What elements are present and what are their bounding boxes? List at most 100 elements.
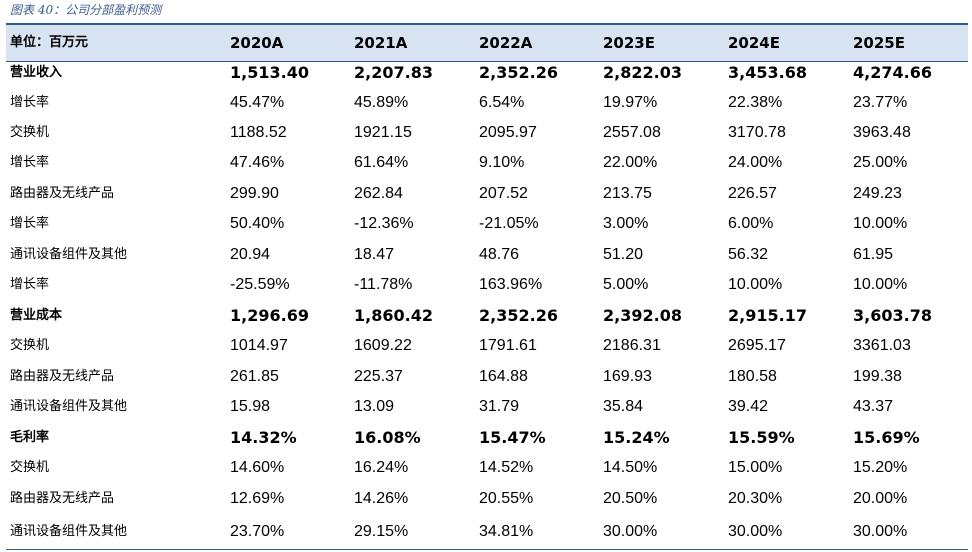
header-year-2020a: 2020A bbox=[230, 34, 284, 52]
row-label: 路由器及无线产品 bbox=[10, 186, 115, 201]
table-cell: 1014.97 bbox=[230, 337, 288, 354]
table-cell: 3.00% bbox=[603, 215, 649, 232]
table-cell: 22.38% bbox=[728, 94, 783, 111]
table-cell: 6.54% bbox=[479, 94, 525, 111]
header-year-2025e: 2025E bbox=[853, 34, 905, 52]
table-cell: 15.59% bbox=[728, 428, 795, 447]
table-cell: 1,513.40 bbox=[230, 63, 309, 82]
table-cell: 61.95 bbox=[853, 246, 894, 263]
table-cell: 19.97% bbox=[603, 94, 658, 111]
table-cell: -11.78% bbox=[354, 276, 413, 293]
table-header-row: 单位：百万元 2020A 2021A 2022A 2023E 2024E 202… bbox=[0, 28, 972, 58]
table-cell: 35.84 bbox=[603, 398, 644, 415]
table-row: 增长率 50.40% -12.36% -21.05% 3.00% 6.00% 10.00% bbox=[0, 209, 972, 239]
table-cell: 2,352.26 bbox=[479, 306, 558, 325]
row-label: 营业成本 bbox=[10, 308, 63, 323]
table-header-band bbox=[6, 25, 968, 62]
table-cell: 15.00% bbox=[728, 459, 783, 476]
table-cell: 20.55% bbox=[479, 490, 534, 507]
row-label: 路由器及无线产品 bbox=[10, 369, 115, 384]
table-cell: 164.88 bbox=[479, 368, 528, 385]
table-cell: 61.64% bbox=[354, 154, 409, 171]
row-label: 交换机 bbox=[10, 338, 50, 353]
table-cell: 10.00% bbox=[853, 276, 908, 293]
table-row: 毛利率 14.32% 16.08% 15.47% 15.24% 15.59% 15.69% bbox=[0, 423, 972, 453]
table-cell: 2095.97 bbox=[479, 124, 537, 141]
table-cell: 1791.61 bbox=[479, 337, 537, 354]
table-cell: 13.09 bbox=[354, 398, 395, 415]
row-label: 通讯设备组件及其他 bbox=[10, 247, 128, 262]
table-cell: 2,822.03 bbox=[603, 63, 682, 82]
table-cell: 1,296.69 bbox=[230, 306, 309, 325]
table-cell: 20.50% bbox=[603, 490, 658, 507]
table-cell: 29.15% bbox=[354, 523, 409, 540]
table-caption: 图表 40：公司分部盈利预测 bbox=[10, 3, 162, 17]
table-cell: 16.24% bbox=[354, 459, 409, 476]
header-year-2021a: 2021A bbox=[354, 34, 408, 52]
table-cell: -25.59% bbox=[230, 276, 290, 293]
table-cell: 31.79 bbox=[479, 398, 520, 415]
table-cell: 3,603.78 bbox=[853, 306, 932, 325]
table-cell: 30.00% bbox=[853, 523, 908, 540]
table-cell: 15.69% bbox=[853, 428, 920, 447]
table-cell: 180.58 bbox=[728, 368, 777, 385]
table-cell: 51.20 bbox=[603, 246, 644, 263]
header-unit-label: 单位：百万元 bbox=[10, 35, 89, 50]
table-cell: 3170.78 bbox=[728, 124, 786, 141]
table-row: 路由器及无线产品 12.69% 14.26% 20.55% 20.50% 20.30% 20… bbox=[0, 484, 972, 514]
table-cell: 34.81% bbox=[479, 523, 534, 540]
table-cell: -21.05% bbox=[479, 215, 539, 232]
table-cell: 2,352.26 bbox=[479, 63, 558, 82]
row-label: 交换机 bbox=[10, 460, 50, 475]
table-cell: 3361.03 bbox=[853, 337, 911, 354]
table-cell: 5.00% bbox=[603, 276, 649, 293]
table-cell: 15.20% bbox=[853, 459, 908, 476]
table-cell: 226.57 bbox=[728, 185, 777, 202]
row-label: 交换机 bbox=[10, 125, 50, 140]
table-cell: 25.00% bbox=[853, 154, 908, 171]
table-cell: 23.77% bbox=[853, 94, 908, 111]
table-cell: 10.00% bbox=[728, 276, 783, 293]
table-cell: 261.85 bbox=[230, 368, 279, 385]
table-cell: 50.40% bbox=[230, 215, 285, 232]
table-cell: 249.23 bbox=[853, 185, 902, 202]
header-year-2024e: 2024E bbox=[728, 34, 780, 52]
table-bottom-rule bbox=[6, 549, 968, 550]
table-cell: 39.42 bbox=[728, 398, 769, 415]
row-label: 增长率 bbox=[10, 216, 50, 231]
table-cell: 10.00% bbox=[853, 215, 908, 232]
row-label: 营业收入 bbox=[10, 65, 63, 80]
table-cell: 225.37 bbox=[354, 368, 403, 385]
table-cell: 48.76 bbox=[479, 246, 520, 263]
table-cell: 23.70% bbox=[230, 523, 285, 540]
table-cell: 45.47% bbox=[230, 94, 285, 111]
table-row: 交换机 1014.97 1609.22 1791.61 2186.31 2695.17 33… bbox=[0, 331, 972, 361]
row-label: 增长率 bbox=[10, 277, 50, 292]
table-cell: 20.00% bbox=[853, 490, 908, 507]
table-cell: 207.52 bbox=[479, 185, 528, 202]
table-cell: 30.00% bbox=[728, 523, 783, 540]
row-label: 通讯设备组件及其他 bbox=[10, 399, 128, 414]
table-row: 路由器及无线产品 299.90 262.84 207.52 213.75 226.57 24… bbox=[0, 179, 972, 209]
table-cell: 4,274.66 bbox=[853, 63, 932, 82]
table-cell: 24.00% bbox=[728, 154, 783, 171]
table-row: 通讯设备组件及其他 23.70% 29.15% 34.81% 30.00% 30.00% 3… bbox=[0, 517, 972, 547]
table-row: 路由器及无线产品 261.85 225.37 164.88 169.93 180.58 19… bbox=[0, 362, 972, 392]
table-cell: 6.00% bbox=[728, 215, 774, 232]
table-cell: 169.93 bbox=[603, 368, 652, 385]
table-cell: 14.60% bbox=[230, 459, 285, 476]
table-cell: 18.47 bbox=[354, 246, 395, 263]
table-cell: 1,860.42 bbox=[354, 306, 433, 325]
table-row: 营业成本 1,296.69 1,860.42 2,352.26 2,392.08 2,91… bbox=[0, 301, 972, 331]
table-cell: 2186.31 bbox=[603, 337, 661, 354]
table-row: 增长率 45.47% 45.89% 6.54% 19.97% 22.38% 23.77% bbox=[0, 88, 972, 118]
table-row: 营业收入 1,513.40 2,207.83 2,352.26 2,822.03 3,45… bbox=[0, 58, 972, 88]
table-cell: 45.89% bbox=[354, 94, 409, 111]
table-cell: 163.96% bbox=[479, 276, 543, 293]
table-cell: 12.69% bbox=[230, 490, 285, 507]
table-cell: 56.32 bbox=[728, 246, 769, 263]
table-cell: 15.47% bbox=[479, 428, 546, 447]
table-cell: -12.36% bbox=[354, 215, 414, 232]
table-row: 交换机 1188.52 1921.15 2095.97 2557.08 3170.78 39… bbox=[0, 118, 972, 148]
table-cell: 16.08% bbox=[354, 428, 421, 447]
